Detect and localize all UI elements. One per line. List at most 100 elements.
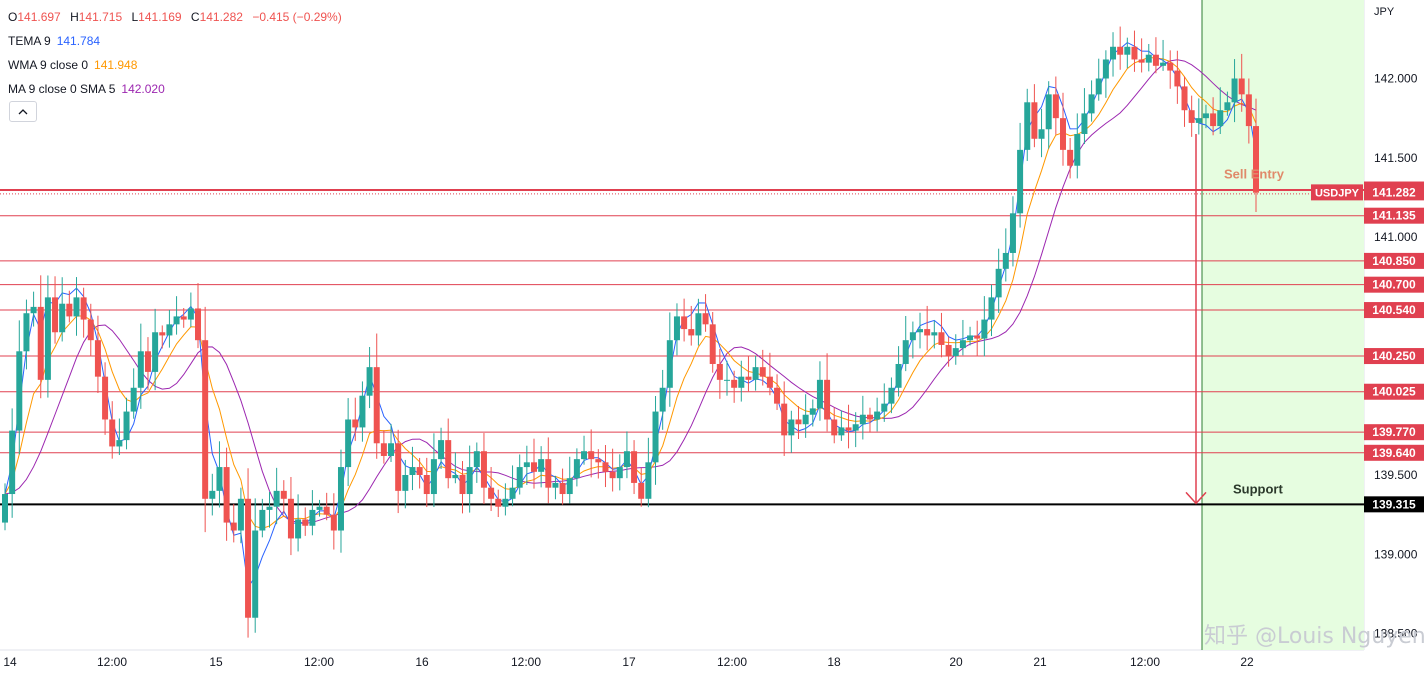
candle-down [159,332,166,336]
candle-up [1102,59,1109,79]
candle-up [1002,252,1009,269]
candle-down [302,519,309,526]
level-price-label: 139.640 [1372,446,1416,460]
level-price-tag [1364,302,1424,319]
collapse-legend-button[interactable] [9,101,37,122]
candle-down [781,403,788,436]
level-price-tag [1364,424,1424,441]
candle-down [1245,94,1252,127]
candle-down [352,419,359,428]
candle-down [1152,54,1159,66]
candle-down [1181,86,1188,111]
candle-down [974,335,981,339]
tema-legend[interactable]: TEMA 9 141.784 [8,34,100,48]
time-tick-label: 12:00 [511,655,541,669]
candle-down [223,467,230,523]
candle-up [402,475,409,491]
candle-up [1045,94,1052,130]
time-tick-label: 21 [1033,655,1047,669]
candle-up [666,340,673,388]
time-tick-label: 12:00 [717,655,747,669]
candle-down [416,467,423,475]
symbol-tag-label: USDJPY [1315,187,1360,199]
price-tick-label: 141.000 [1374,230,1418,244]
level-price-label: 139.770 [1372,425,1416,439]
support-price-tag [1364,496,1424,513]
candle-up [1017,149,1024,214]
candle-up [44,297,51,380]
candle-up [516,467,523,488]
level-price-tag [1364,383,1424,400]
candle-up [1124,46,1131,55]
current-price-label: 141.282 [1372,185,1416,199]
level-price-label: 140.850 [1372,254,1416,268]
candle-down [831,419,838,436]
candle-up [659,387,666,412]
candle-down [37,306,44,380]
candle-up [1009,213,1016,253]
tema-label: TEMA 9 [8,34,51,48]
candle-up [752,367,759,380]
time-axis[interactable]: 14 12:00 15 12:00 16 12:00 17 12:00 18 20 21 12:00 2… [3,655,1254,669]
candle-up [23,313,30,352]
candle-down [102,376,109,420]
candle-down [795,419,802,425]
candle-up [581,451,588,460]
candle-down [681,316,688,330]
low-label: L [131,10,139,24]
level-price-label: 140.540 [1372,303,1416,317]
support-label: Support [1233,481,1283,496]
candle-up [173,316,180,325]
candle-up [130,387,137,412]
candle-up [123,411,130,441]
candle-up [1024,102,1031,150]
candle-up [337,467,344,531]
candle-up [552,482,559,488]
candle-up [623,451,630,468]
candle-down [109,419,116,447]
candle-up [509,487,516,499]
candle-up [673,316,680,341]
price-axis[interactable]: 139.000 139.500 141.000 141.500 142.000 138.5… [1311,72,1424,641]
wma-legend[interactable]: WMA 9 close 0 141.948 [8,58,137,72]
candle-up [252,530,259,618]
candle-up [967,335,974,341]
candle-down [488,487,495,499]
candle-down [688,329,695,336]
candle-down [52,297,59,333]
moving-averages [4,42,1257,589]
candle-down [545,459,552,488]
candle-up [995,268,1002,298]
candle-up [809,408,816,415]
candle-up [438,440,445,460]
candle-up [1088,94,1095,114]
candle-up [2,494,8,523]
candle-up [216,467,223,491]
candle-up [273,490,280,507]
candle-up [902,340,909,364]
arrow-head [1185,491,1207,505]
level-price-tag [1364,276,1424,293]
wma-label: WMA 9 close 0 [8,58,89,72]
candle-down [395,443,402,491]
candle-up [788,419,795,436]
candle-up [816,379,823,409]
candle-down [94,340,101,377]
time-tick-label: 12:00 [97,655,127,669]
ma-legend[interactable]: MA 9 close 0 SMA 5 142.020 [8,82,165,96]
candle-down [766,376,773,388]
candle-up [909,332,916,341]
candle-up [988,297,995,320]
candle-up [1110,46,1117,60]
candle-down [1067,149,1074,166]
wma-value: 141.948 [94,58,138,72]
candle-up [1038,129,1045,139]
level-price-tag [1364,348,1424,365]
candle-up [538,459,545,472]
candle-up [838,427,845,436]
sell-zone [1202,0,1364,650]
candle-up [266,506,273,510]
candle-up [73,297,80,317]
open-value: 141.697 [17,10,61,24]
